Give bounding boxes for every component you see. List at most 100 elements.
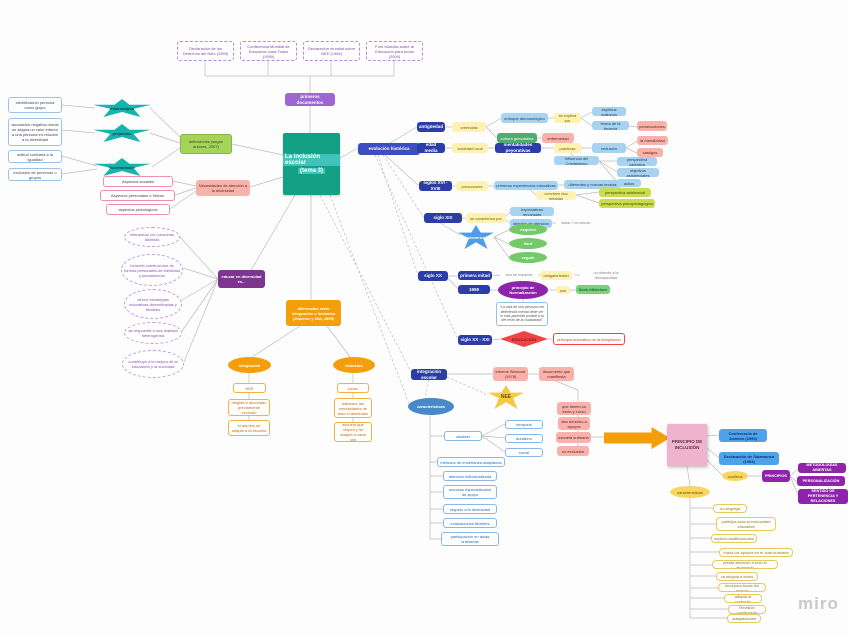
definition-card[interactable]: identificación persona como grupo	[8, 97, 62, 113]
aspect-card[interactable]: Aspectos sociales	[103, 176, 173, 187]
node-informe-warnock[interactable]: informe Warnock (1978)	[493, 367, 528, 381]
node-persecuciones[interactable]: persecuciones	[637, 121, 667, 131]
nee-feature[interactable]: no exclusión	[557, 446, 589, 456]
sticky-note-principio-inclusion[interactable]: PRINCIPIO DE INCLUSIÓN	[667, 424, 707, 466]
nee-item[interactable]: social	[505, 448, 543, 457]
node-teoria-brujeria[interactable]: teoría de la brujería	[592, 121, 629, 130]
node-practicas[interactable]: prácticas	[554, 143, 581, 153]
node-necesidad-diversidad[interactable]: Necesidades de atención a la diversidad	[196, 180, 250, 196]
star-shape-estereotipos[interactable]: estereotipos	[93, 99, 151, 117]
inclusion-feature[interactable]: va dirigida a todos	[716, 572, 758, 581]
diversity-ellipse[interactable]: da respuesta a una realidad heterogénea	[124, 322, 182, 344]
inclusion-feature[interactable]: participa toda la comunidad educativa	[716, 517, 776, 531]
nee-item[interactable]: carácter	[444, 431, 482, 441]
node-reclusion[interactable]: reclusión	[592, 143, 626, 153]
diamond-shape-educacion[interactable]: EDUCACIÓN	[500, 331, 548, 347]
node-se-caracteriza-por[interactable]: se caracteriza por	[466, 213, 506, 223]
node-cristianismo[interactable]: influencia del Cristianismo	[554, 156, 599, 165]
nee-item[interactable]: métodos de enseñanza adaptados	[437, 457, 505, 467]
node-se-explica-por[interactable]: se explica por	[554, 113, 581, 123]
inclusion-feature[interactable]: Revisión continuada	[728, 605, 766, 614]
inclusion-feature[interactable]: incorpora todos los apoyos	[718, 583, 766, 592]
era-antiguedad[interactable]: antigüedad	[417, 122, 445, 132]
node-precursores[interactable]: precursores	[456, 181, 488, 191]
node-conviven-dos-miradas[interactable]: conviven dos miradas	[536, 191, 576, 200]
arrow-right-icon[interactable]	[604, 427, 670, 449]
nee-item[interactable]: atención individualizada	[443, 471, 497, 481]
ellipse-integracion[interactable]: integración	[228, 357, 271, 373]
node-primeras-experiencias[interactable]: primeras experiencias educativas	[494, 181, 558, 190]
node-creencias[interactable]: creencias	[452, 122, 486, 132]
node-castigos[interactable]: castigos	[637, 148, 663, 157]
definition-card[interactable]: asociación negativa donde se asigna un v…	[8, 118, 62, 146]
ellipse-caracteristicas[interactable]: características	[408, 398, 454, 415]
node-documento-manifiesta[interactable]: documento que manifiesta	[539, 367, 574, 381]
era-edad-media[interactable]: edad media	[417, 143, 445, 153]
node-bank-mikkelsen[interactable]: Bank-Mikkelsen	[576, 285, 610, 294]
node-diferencias[interactable]: diferencias entre integración e inclusió…	[286, 300, 341, 326]
doc-card[interactable]: Conferencia Mundial de Educación para To…	[240, 41, 297, 61]
node-obligatoriedad[interactable]: obligatoriedad	[540, 271, 572, 280]
era-siglo-xix[interactable]: siglo XIX	[424, 213, 462, 223]
node-enfermedad[interactable]: enfermedad	[542, 133, 574, 143]
node-nuevas-teorias[interactable]: diferentes y nuevas teorías	[564, 180, 621, 189]
era-siglo-xx[interactable]: siglo XX	[418, 271, 448, 281]
ellipse-inclusion[interactable]: inclusión	[333, 357, 375, 373]
node-1959[interactable]: 1959	[458, 285, 490, 294]
star-shape-nee[interactable]: NEE	[488, 385, 524, 409]
ellipse-normalizacion[interactable]: principio de Normalización	[498, 281, 548, 299]
ellipse-caracteristicas-inclusion[interactable]: características	[670, 486, 710, 498]
node-expectativas[interactable]: expectativas renovadas	[510, 207, 554, 216]
node-mendicidad[interactable]: la mendicidad	[637, 136, 668, 145]
node-objetivos-asistenciales[interactable]: objetivos asistenciales	[617, 168, 659, 177]
inclusion-feature[interactable]: presta atención a todo el alumnado	[712, 560, 778, 569]
node-primera-mitad[interactable]: primera mitad	[458, 271, 492, 280]
principle-tag[interactable]: PERSONALIZACIÓN	[797, 476, 845, 486]
ellipse-esquirol[interactable]: esquirol	[509, 224, 547, 235]
era-siglo-xx-xxi[interactable]: siglo XX - XXI	[458, 335, 492, 345]
node-perspectiva-asistencial[interactable]: perspectiva asistencial	[599, 188, 651, 197]
inclusion-feature[interactable]: adapta el currículo	[724, 594, 762, 603]
ellipse-seguin[interactable]: seguin	[509, 252, 547, 263]
star-shape-discriminacion[interactable]: discriminación	[93, 158, 151, 176]
nee-item[interactable]: respeto a la diversidad	[443, 504, 497, 514]
node-principio-integracion[interactable]: principio educativo de la integración	[553, 333, 625, 345]
central-topic[interactable]: La inclusión escolar (tema 3)	[283, 133, 340, 195]
inclusion-item[interactable]: satisface las necesidades de todo el alu…	[334, 398, 372, 418]
integracion-item[interactable]: dirigida a alumnado previamente excluido	[228, 399, 270, 416]
node-intentos-atencion[interactable]: intentos de atención	[510, 219, 552, 228]
node-principios[interactable]: PRINCIPIOS	[762, 470, 790, 482]
inclusion-feature[interactable]: no segrega	[713, 504, 747, 513]
inclusion-feature[interactable]: todos los apoyos en el aula ordinaria	[719, 548, 793, 557]
principle-tag[interactable]: SENTIDO DE PERTENENCIA Y RELACIONES	[798, 489, 848, 504]
integracion-item[interactable]: NEE	[233, 383, 266, 393]
node-perspectiva-psicopedagogica[interactable]: perspectiva psicopedagógica	[599, 199, 655, 208]
node-perspectiva-caritativa[interactable]: perspectiva caritativa	[617, 157, 657, 166]
inclusion-item[interactable]: escuela que mejora y se adapta a cada un…	[334, 422, 372, 442]
node-conferencia-jomtien[interactable]: Conferencia de Jomtien (1990)	[719, 429, 767, 442]
nee-feature[interactable]: escuela ordinaria	[556, 432, 591, 443]
doc-card[interactable]: Declaración mundial sobre NEE (1994)	[303, 41, 360, 61]
node-asilos[interactable]: asilos	[617, 179, 641, 187]
node-cultura-grecolatina[interactable]: cultura grecolatina	[497, 133, 537, 143]
node-educar-en-diversidad[interactable]: educar en diversidad es...	[218, 270, 265, 288]
aspect-card[interactable]: Aspectos personales o físicos	[100, 190, 175, 201]
node-mentalidades[interactable]: mentalidades peyorativas	[495, 143, 541, 153]
era-siglos-xvi-xviii[interactable]: siglos XVI - XVIII	[419, 181, 452, 191]
node-con[interactable]: con	[556, 286, 570, 294]
nee-item[interactable]: temporal	[505, 420, 543, 429]
nee-item[interactable]: recursos especializados de apoyo	[443, 485, 497, 499]
doc-card[interactable]: Declaración de los Derechos del Niño (19…	[177, 41, 234, 61]
inclusion-feature[interactable]: implica modificaciones	[711, 534, 757, 543]
node-definiciones[interactable]: definiciones (según autores, 2007)	[180, 134, 232, 154]
doc-card[interactable]: Foro Mundial sobre la Educación para tod…	[366, 41, 423, 61]
diversity-ellipse[interactable]: ofrece estrategias educativas diversific…	[124, 289, 182, 319]
inclusion-item[interactable]: todos	[337, 383, 369, 393]
definition-card[interactable]: actitud contraria a la igualdad	[8, 150, 62, 163]
nee-item[interactable]: participación en aulas ordinarias	[441, 532, 499, 546]
node-primeros-documentos[interactable]: primeros documentos	[285, 93, 335, 106]
star-shape-prejuicios[interactable]: prejuicios	[93, 124, 151, 142]
node-enfoque-demonologico[interactable]: enfoque demonológico	[501, 113, 548, 123]
nee-item[interactable]: duradero	[505, 434, 543, 443]
